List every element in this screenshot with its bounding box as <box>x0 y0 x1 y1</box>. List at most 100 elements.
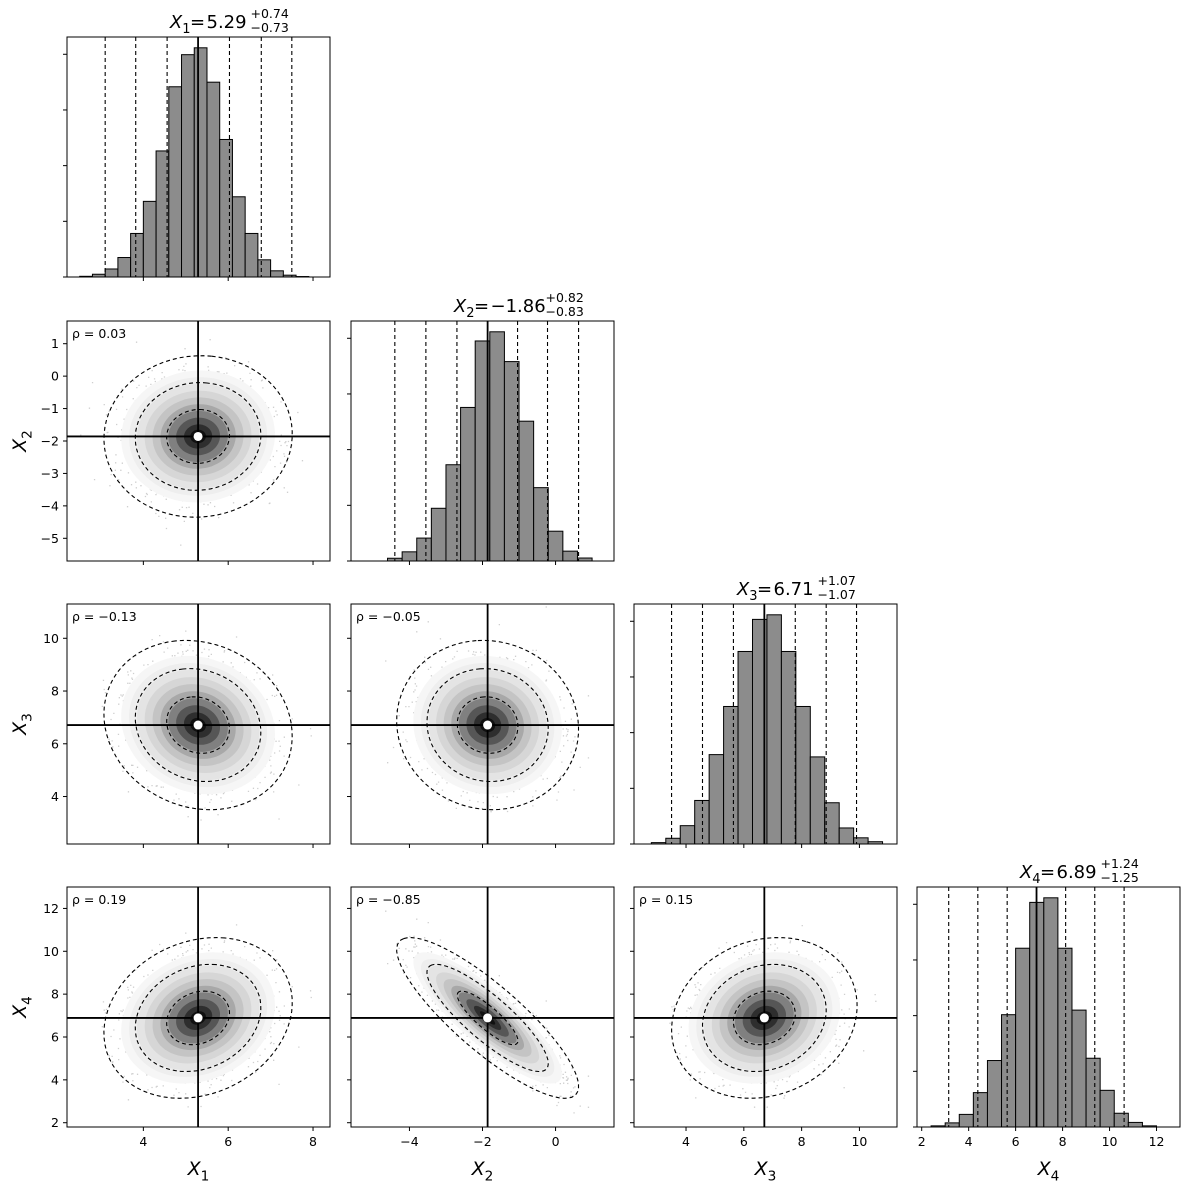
contour-line <box>166 408 231 464</box>
y-tick-label: 10 <box>43 631 59 646</box>
hist-bar <box>503 361 520 561</box>
y-tick-label: 6 <box>51 1030 59 1045</box>
x-axis-label-4: X4 <box>1037 1158 1060 1184</box>
median-marker <box>483 1013 493 1023</box>
x-tick-label: 12 <box>1149 1134 1165 1149</box>
y-axis-label-3: X3 <box>9 713 35 736</box>
hist-bar <box>193 47 208 277</box>
hist-bar <box>547 530 564 561</box>
hist-bar <box>533 487 549 561</box>
contour-line <box>396 937 580 1099</box>
x-tick-label: −2 <box>473 1134 491 1149</box>
x-tick-label: 10 <box>1102 1134 1118 1149</box>
hist-bar <box>430 507 447 561</box>
y-tick-label: 8 <box>51 987 59 1002</box>
hist-bar <box>168 86 183 277</box>
median-marker <box>193 1013 203 1023</box>
y-axis-label-text: X4 <box>9 996 35 1019</box>
title-upper-error: +0.74 <box>251 6 289 21</box>
title-equals: = <box>1040 862 1055 883</box>
title-median: 6.71 <box>774 579 814 600</box>
hist-bar <box>944 1122 960 1127</box>
hist-bar <box>219 138 233 277</box>
x-tick-label: 4 <box>139 1134 147 1149</box>
correlation-label: ρ = −0.05 <box>356 609 421 624</box>
hist-bar <box>1099 1089 1115 1127</box>
x-tick-label: 6 <box>740 1134 748 1149</box>
contour-line <box>103 937 293 1099</box>
y-axis-label-4: X4 <box>9 996 35 1019</box>
median-marker <box>193 431 203 441</box>
title-equals: = <box>474 296 489 317</box>
hist-bar <box>1001 1014 1017 1127</box>
hist-bar <box>130 232 144 277</box>
scatter-panel-1-3: ρ = −0.13 10 8 6 4 <box>43 603 331 848</box>
contour-line <box>426 668 549 783</box>
y-tick-label: 8 <box>51 684 59 699</box>
title-median: 5.29 <box>207 12 247 33</box>
axes-frame <box>66 886 331 1128</box>
x-axis-label-1: X1 <box>187 1158 210 1184</box>
histogram-panel-3: X3 = 6.71 +1.07−1.07 <box>630 573 898 848</box>
title-equals: = <box>757 579 772 600</box>
hist-bar <box>416 537 432 561</box>
hist-bar <box>853 837 869 844</box>
title-upper-error: +0.82 <box>546 290 584 305</box>
hist-bar <box>737 650 753 844</box>
hist-bar <box>257 259 272 277</box>
title-symbol: X2 <box>453 296 475 321</box>
contour-line <box>134 382 262 491</box>
histogram-title: X4 = 6.89 +1.24−1.25 <box>1019 856 1139 887</box>
hist-bar <box>231 196 246 277</box>
hist-bar <box>1057 947 1073 1127</box>
hist-bar <box>117 257 132 277</box>
contour-line <box>103 639 293 811</box>
contour-line <box>134 668 262 783</box>
scatter-panel-1-4: ρ = 0.19 4 6 8 12 10 8 6 4 2 <box>43 886 331 1149</box>
axes-frame <box>633 886 898 1128</box>
hist-bar <box>1113 1112 1129 1127</box>
hist-bar <box>809 756 826 844</box>
correlation-label: ρ = 0.15 <box>639 892 693 907</box>
y-tick-label: −3 <box>41 466 59 481</box>
correlation-label: ρ = −0.85 <box>356 892 421 907</box>
hist-bar <box>780 650 797 844</box>
hist-bar <box>708 754 725 844</box>
hist-bar <box>244 232 259 277</box>
hist-bar <box>518 420 535 561</box>
hist-bar <box>958 1113 974 1127</box>
hist-bar <box>142 200 157 277</box>
histogram-title: X3 = 6.71 +1.07−1.07 <box>736 573 856 604</box>
hist-bar <box>986 1060 1003 1127</box>
histogram-title: X1 = 5.29 +0.74−0.73 <box>169 6 289 37</box>
y-axis-label-text: X3 <box>9 713 35 736</box>
x-tick-label: 4 <box>965 1134 973 1149</box>
hist-bar <box>562 550 578 561</box>
axes-frame <box>916 886 1181 1128</box>
y-tick-label: 2 <box>51 1115 59 1130</box>
hist-bar <box>766 614 782 844</box>
y-tick-label: −2 <box>41 434 59 449</box>
hist-bar <box>1071 1009 1087 1127</box>
title-symbol: X4 <box>1019 862 1041 887</box>
x-tick-label: 2 <box>918 1134 926 1149</box>
hist-bar <box>824 802 840 844</box>
contour-line <box>456 696 519 754</box>
title-upper-error: +1.24 <box>1101 856 1139 871</box>
contour-line <box>396 639 580 811</box>
y-axis-label-text: X2 <box>9 430 35 453</box>
contour-line <box>103 355 293 518</box>
median-marker <box>759 1013 769 1023</box>
contour-line <box>134 963 262 1073</box>
title-symbol: X3 <box>736 579 758 604</box>
hist-bar <box>679 825 696 844</box>
y-tick-label: 0 <box>51 369 59 384</box>
hist-bar <box>460 406 476 561</box>
hist-bar <box>795 705 811 844</box>
title-equals: = <box>190 12 205 33</box>
hist-bar <box>181 54 195 277</box>
x-tick-label: 8 <box>1059 1134 1067 1149</box>
hist-bar <box>270 270 284 277</box>
x-tick-label: −4 <box>400 1134 418 1149</box>
